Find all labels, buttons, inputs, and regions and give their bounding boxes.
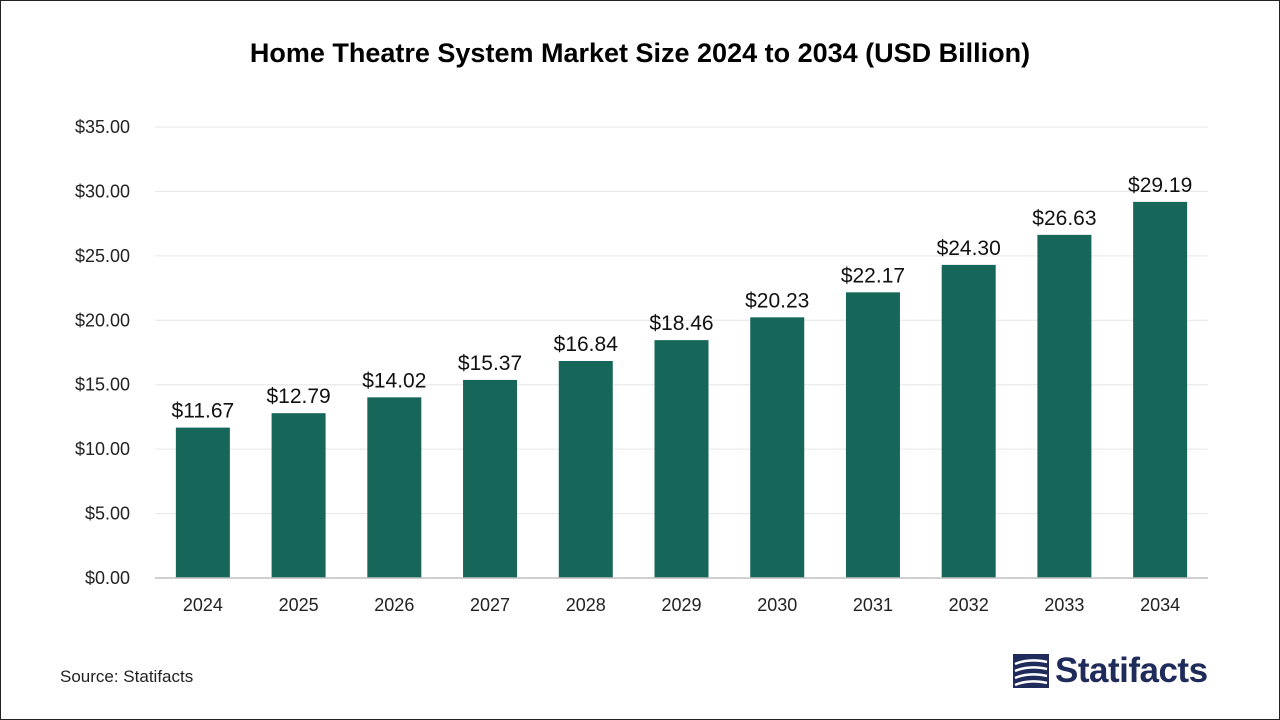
y-tick-label: $5.00 [85, 504, 130, 524]
y-tick-label: $10.00 [75, 439, 130, 459]
data-label: $15.37 [458, 352, 522, 375]
data-label: $24.30 [937, 237, 1001, 260]
x-tick-label: 2034 [1140, 595, 1180, 615]
y-tick-label: $15.00 [75, 375, 130, 395]
x-tick-label: 2030 [757, 595, 797, 615]
y-tick-label: $20.00 [75, 310, 130, 330]
x-tick-label: 2024 [183, 595, 223, 615]
data-label: $22.17 [841, 264, 905, 287]
bar [941, 264, 996, 578]
data-label: $12.79 [266, 385, 330, 408]
y-tick-label: $35.00 [75, 117, 130, 137]
y-tick-label: $25.00 [75, 246, 130, 266]
x-tick-label: 2033 [1044, 595, 1084, 615]
bar [1037, 234, 1092, 578]
x-tick-label: 2032 [949, 595, 989, 615]
data-label: $20.23 [745, 289, 809, 312]
statifacts-logo-icon [1013, 654, 1049, 688]
bar [367, 397, 422, 578]
bar [750, 317, 805, 578]
x-tick-label: 2029 [661, 595, 701, 615]
x-tick-label: 2031 [853, 595, 893, 615]
brand-logo: Statifacts [1013, 651, 1208, 691]
bar [558, 361, 613, 578]
x-tick-label: 2027 [470, 595, 510, 615]
x-tick-label: 2025 [279, 595, 319, 615]
bar [175, 427, 230, 578]
data-label: $18.46 [649, 312, 713, 335]
data-label: $11.67 [172, 400, 235, 423]
y-tick-label: $0.00 [85, 568, 130, 588]
bar [1133, 201, 1188, 578]
x-tick-label: 2028 [566, 595, 606, 615]
bar [654, 340, 709, 578]
bar [271, 413, 326, 578]
bar [845, 292, 900, 578]
bar [463, 379, 518, 578]
brand-name: Statifacts [1055, 651, 1208, 690]
chart-title: Home Theatre System Market Size 2024 to … [249, 38, 1031, 68]
y-tick-label: $30.00 [75, 181, 130, 201]
source-note: Source: Statifacts [60, 667, 194, 686]
data-label: $29.19 [1128, 174, 1192, 197]
x-tick-label: 2026 [374, 595, 414, 615]
data-label: $14.02 [362, 369, 426, 392]
data-label: $16.84 [554, 333, 619, 356]
data-label: $26.63 [1032, 207, 1096, 230]
